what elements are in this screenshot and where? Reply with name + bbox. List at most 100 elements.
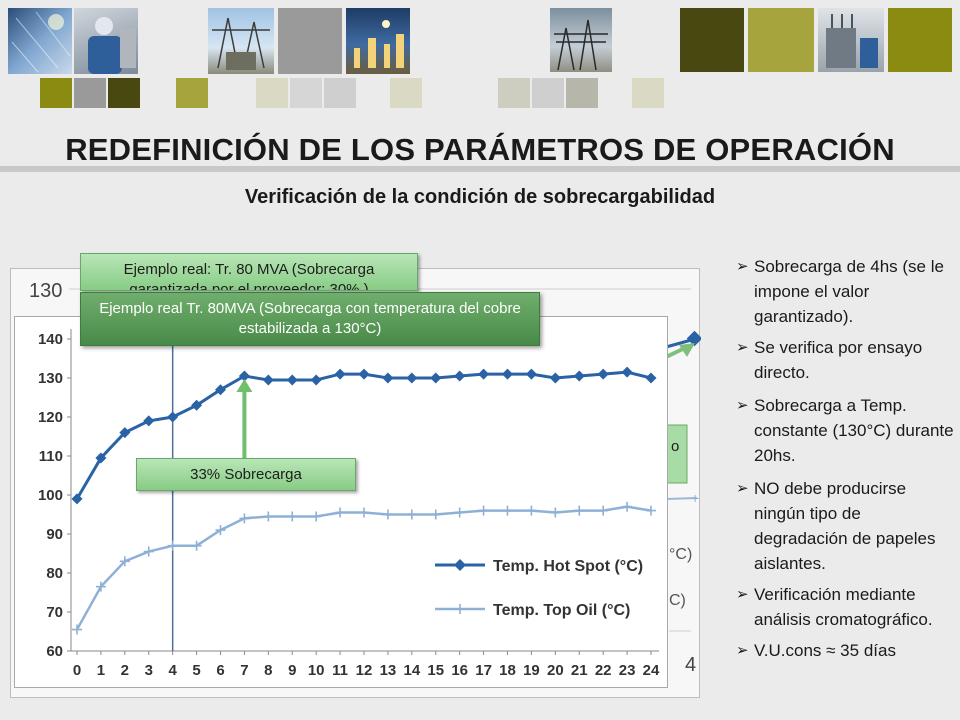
header-tile xyxy=(176,78,208,108)
y-tick-label: 70 xyxy=(46,604,63,621)
bullet-arrow-icon: ➢ xyxy=(736,258,749,275)
overload-callout: 33% Sobrecarga xyxy=(136,458,356,491)
bullet-arrow-icon: ➢ xyxy=(736,642,749,659)
hot-spot-point xyxy=(621,366,633,378)
y-tick-label: 140 xyxy=(38,331,63,348)
back-chart-legend-fragment: C) xyxy=(669,592,686,609)
bullet-text: Se verifica por ensayo directo. xyxy=(754,338,923,382)
top-oil-point xyxy=(406,509,417,520)
y-tick-label: 110 xyxy=(39,448,63,465)
header-tile xyxy=(888,8,952,72)
bullet-text: Sobrecarga de 4hs (se le impone el valor… xyxy=(754,257,944,326)
header-tile xyxy=(256,78,288,108)
hot-spot-point xyxy=(119,427,131,439)
front-callout-text: Ejemplo real Tr. 80MVA (Sobrecarga con t… xyxy=(99,300,521,337)
top-oil-point xyxy=(239,513,250,524)
hot-spot-point xyxy=(358,368,370,380)
bullet-arrow-icon: ➢ xyxy=(736,339,749,356)
x-tick-label: 18 xyxy=(499,662,516,679)
x-tick-label: 3 xyxy=(145,662,153,679)
hot-spot-point xyxy=(430,372,442,384)
back-callout-guaranteed-overload: Ejemplo real: Tr. 80 MVA (Sobrecarga gar… xyxy=(80,253,418,291)
top-oil-point xyxy=(167,540,178,551)
bullet-item: ➢ NO debe producirse ningún tipo de degr… xyxy=(736,476,958,576)
top-oil-point xyxy=(263,511,274,522)
bullet-text: NO debe producirse ningún tipo de degrad… xyxy=(754,479,936,573)
back-chart-point: + xyxy=(691,490,699,506)
x-tick-label: 16 xyxy=(451,662,468,679)
bullet-arrow-icon: ➢ xyxy=(736,480,749,497)
bullet-item: ➢ Se verifica por ensayo directo. xyxy=(736,335,958,385)
x-tick-label: 20 xyxy=(547,662,564,679)
hot-spot-point xyxy=(549,372,561,384)
top-oil-point xyxy=(574,505,585,516)
x-tick-label: 4 xyxy=(168,662,177,679)
hot-spot-point xyxy=(286,374,298,386)
top-oil-point xyxy=(526,505,537,516)
hot-spot-point xyxy=(143,415,155,427)
header-tile xyxy=(632,78,664,108)
x-tick-label: 12 xyxy=(356,662,373,679)
top-oil-point xyxy=(119,556,130,567)
top-oil-point xyxy=(143,546,154,557)
top-oil-point xyxy=(382,509,393,520)
hot-spot-point xyxy=(573,370,585,382)
back-callout-text: Ejemplo real: Tr. 80 MVA (Sobrecarga gar… xyxy=(123,261,375,291)
front-callout-stabilized-copper: Ejemplo real Tr. 80MVA (Sobrecarga con t… xyxy=(80,292,540,346)
header-tile xyxy=(498,78,530,108)
hot-spot-point xyxy=(167,411,179,423)
bullet-list: ➢ Sobrecarga de 4hs (se le impone el val… xyxy=(736,254,958,663)
top-oil-point xyxy=(622,501,633,512)
top-oil-point xyxy=(335,507,346,518)
header-tile xyxy=(278,8,342,74)
bullet-text: V.U.cons ≈ 35 días xyxy=(754,641,896,660)
y-tick-label: 100 xyxy=(38,487,63,504)
page-title: REDEFINICIÓN DE LOS PARÁMETROS DE OPERAC… xyxy=(65,132,895,167)
y-tick-label: 80 xyxy=(46,565,63,582)
hot-spot-point xyxy=(525,368,537,380)
header-photo-night-plant xyxy=(346,8,410,74)
y-tick-label: 60 xyxy=(46,643,63,660)
top-oil-point xyxy=(550,507,561,518)
bullet-item: ➢ V.U.cons ≈ 35 días xyxy=(736,638,958,663)
back-chart-y-top-label: 130 xyxy=(29,280,62,302)
front-chart: 60 70 80 90 100 110 120 130 140 0 1 2 3 4 5 6 7 8 9 10 11 12 1… xyxy=(14,316,668,688)
top-oil-point xyxy=(598,505,609,516)
top-oil-point xyxy=(95,581,106,592)
header-tile xyxy=(532,78,564,108)
title-underline xyxy=(0,166,960,172)
hot-spot-point xyxy=(310,374,322,386)
hot-spot-point xyxy=(478,368,490,380)
x-tick-label: 24 xyxy=(643,662,660,679)
header-tile xyxy=(680,8,744,72)
legend-marker xyxy=(454,559,466,571)
hot-spot-point xyxy=(262,374,274,386)
header-tile xyxy=(748,8,814,72)
bullet-item: ➢ Verificación mediante análisis cromato… xyxy=(736,582,958,632)
legend-marker xyxy=(455,604,465,614)
legend-label: Temp. Hot Spot (°C) xyxy=(493,558,643,575)
top-oil-point xyxy=(72,624,82,635)
hot-spot-point xyxy=(334,368,346,380)
bullet-text: Verificación mediante análisis cromatogr… xyxy=(754,585,933,629)
hot-spot-point xyxy=(502,368,513,380)
back-chart-partial-box: o xyxy=(671,438,679,455)
overload-arrow-head xyxy=(236,379,253,393)
header-tile xyxy=(324,78,356,108)
hot-spot-point xyxy=(95,452,107,464)
x-tick-label: 5 xyxy=(192,662,200,679)
hot-spot-point xyxy=(71,493,83,505)
hot-spot-point xyxy=(406,372,418,384)
hot-spot-point xyxy=(597,368,609,380)
x-tick-label: 10 xyxy=(308,662,325,679)
page-subtitle: Verificación de la condición de sobrecar… xyxy=(244,186,716,208)
back-chart-x-right-label: 4 xyxy=(685,654,696,676)
top-oil-point xyxy=(359,507,369,518)
header-tile xyxy=(108,78,140,108)
top-oil-point xyxy=(430,509,441,520)
x-tick-label: 21 xyxy=(571,662,588,679)
legend-label: Temp. Top Oil (°C) xyxy=(493,602,630,619)
header-photo-solar-panels xyxy=(8,8,72,74)
x-tick-label: 0 xyxy=(73,662,81,679)
